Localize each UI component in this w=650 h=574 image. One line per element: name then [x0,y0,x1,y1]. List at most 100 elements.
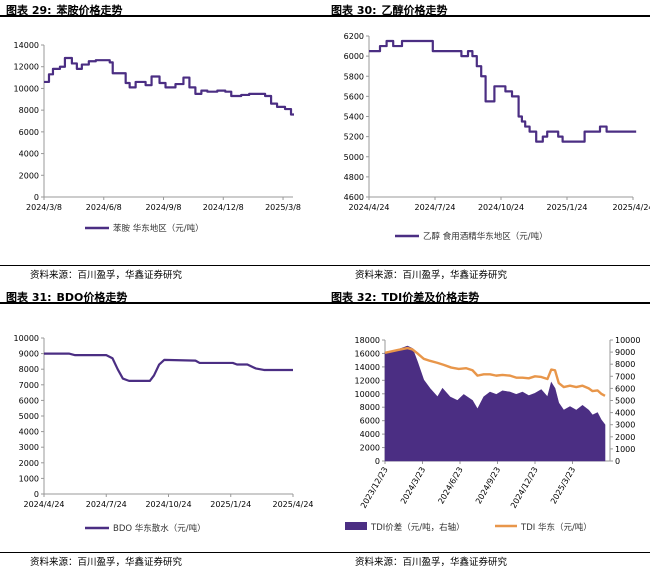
x-tick-label: 2024/12/8 [203,203,244,212]
y-tick-label: 4000 [360,430,380,439]
panel-title: 图表 31: BDO价格走势 [6,291,128,304]
panel-bdo: 图表 31: BDO价格走势 0 1000 2000 3000 4000 5000 6000 7… [0,287,325,574]
source-note: 资料来源：百川盈孚，华鑫证券研究 [355,270,508,281]
y-tick-label: 12000 [355,376,380,385]
y-right-tick-label: 7000 [615,372,635,381]
y-tick-label: 7000 [19,381,39,390]
y-tick-label: 6000 [19,396,39,405]
x-tick-label: 2024/9/8 [146,203,182,212]
tdi-spread-area [384,345,606,462]
y-tick-label: 10000 [14,334,39,343]
panel-title: 图表 32: TDI价差及价格走势 [331,291,480,304]
y-right-tick-label: 2000 [615,433,635,442]
y-tick-label: 0 [375,457,380,466]
y-tick-label: 8000 [360,403,380,412]
title-rule [0,15,325,17]
x-tick-label: 2024/6/8 [86,203,122,212]
title-rule [325,302,650,304]
y-right-tick-label: 5000 [615,397,635,406]
x-tick-label: 2024/3/8 [26,203,62,212]
source-note: 资料来源：百川盈孚，华鑫证券研究 [355,557,508,568]
legend-label: 乙醇 食用酒精华东地区（元/吨） [423,231,548,242]
y-right-tick-label: 3000 [615,421,635,430]
x-tick-label: 2025/3/23 [549,466,577,506]
y-tick-label: 2000 [360,444,380,453]
x-tick-label: 2025/3/8 [265,203,301,212]
y-right-tick-label: 0 [615,457,620,466]
y-tick-label: 6000 [344,52,364,61]
series-line [44,56,294,116]
y-tick-label: 8000 [19,365,39,374]
y-tick-label: 4000 [19,428,39,437]
series-line [369,39,637,143]
series-line [384,346,606,397]
x-tick-label: 2024/4/24 [23,500,64,509]
y-right-tick-label: 9000 [615,348,635,357]
y-tick-label: 3000 [19,443,39,452]
title-rule [0,302,325,304]
source-note: 资料来源：百川盈孚，华鑫证券研究 [30,270,183,281]
y-tick-label: 2000 [19,171,39,180]
y-right-tick-label: 1000 [615,445,635,454]
y-tick-label: 5000 [344,153,364,162]
y-tick-label: 12000 [14,63,39,72]
y-tick-label: 4600 [344,193,364,202]
legend-label: 苯胺 华东地区（元/吨） [113,223,204,234]
y-tick-label: 5800 [344,72,364,81]
source-rule [325,265,650,266]
tdi-spread-price-chart: 0200040006000800010000120001400016000180… [345,336,640,533]
y-tick-label: 5600 [344,92,364,101]
source-rule [325,552,650,553]
x-tick-label: 2024/9/23 [474,466,502,506]
x-tick-label: 2024/12/23 [509,466,540,510]
y-tick-label: 4000 [19,150,39,159]
y-tick-label: 0 [34,193,39,202]
ethanol-price-chart: 4600 4800 5000 5200 5400 5600 5800 6000 6200 2024… [344,32,650,242]
panel-aniline: 图表 29: 苯胺价格走势 0 2000 4000 6000 8000 10000 12000… [0,0,325,287]
panel-title: 图表 29: 苯胺价格走势 [6,4,123,17]
y-tick-label: 4800 [344,173,364,182]
x-tick-label: 2023/12/23 [359,466,390,510]
y-tick-label: 2000 [19,459,39,468]
y-right-tick-label: 6000 [615,384,635,393]
x-tick-label: 2025/1/24 [210,500,251,509]
legend-label: BDO 华东散水（元/吨） [113,523,206,534]
x-tick-label: 2024/7/24 [414,203,455,212]
y-tick-label: 1000 [19,474,39,483]
y-tick-label: 6200 [344,32,364,41]
x-tick-label: 2025/4/24 [612,203,650,212]
y-tick-label: 9000 [19,350,39,359]
y-tick-label: 16000 [355,349,380,358]
source-rule [0,265,325,266]
legend-label: TDI价差（元/吨，右轴） [370,522,465,533]
x-tick-label: 2025/1/24 [546,203,587,212]
panel-ethanol: 图表 30: 乙醇价格走势 4600 4800 5000 5200 5400 5600 580… [325,0,650,287]
y-tick-label: 6000 [19,128,39,137]
x-tick-label: 2024/4/24 [348,203,389,212]
x-tick-label: 2024/7/24 [86,500,127,509]
series-line [44,352,293,382]
legend-label: TDI 华东（元/吨） [520,522,592,533]
source-note: 资料来源：百川盈孚，华鑫证券研究 [30,557,183,568]
aniline-price-chart: 0 2000 4000 6000 8000 10000 12000 14000 2024/3/8… [14,41,301,234]
panel-title: 图表 30: 乙醇价格走势 [331,4,448,17]
y-tick-label: 8000 [19,106,39,115]
y-tick-label: 5400 [344,113,364,122]
legend-swatch [345,522,367,530]
title-rule [325,15,650,17]
x-tick-label: 2024/3/23 [399,466,427,506]
y-right-tick-label: 4000 [615,409,635,418]
y-tick-label: 5200 [344,133,364,142]
y-tick-label: 14000 [14,41,39,50]
y-tick-label: 18000 [355,336,380,345]
source-rule [0,552,325,553]
y-tick-label: 6000 [360,417,380,426]
panel-tdi: 图表 32: TDI价差及价格走势 0 2000 4000 6000 8000 10000 1… [325,287,650,574]
y-right-tick-label: 10000 [615,336,640,345]
y-tick-label: 5000 [19,412,39,421]
y-tick-label: 10000 [355,390,380,399]
x-tick-label: 2025/4/24 [272,500,313,509]
x-tick-label: 2024/6/23 [436,466,464,506]
x-tick-label: 2024/10/24 [478,203,524,212]
y-tick-label: 14000 [355,363,380,372]
